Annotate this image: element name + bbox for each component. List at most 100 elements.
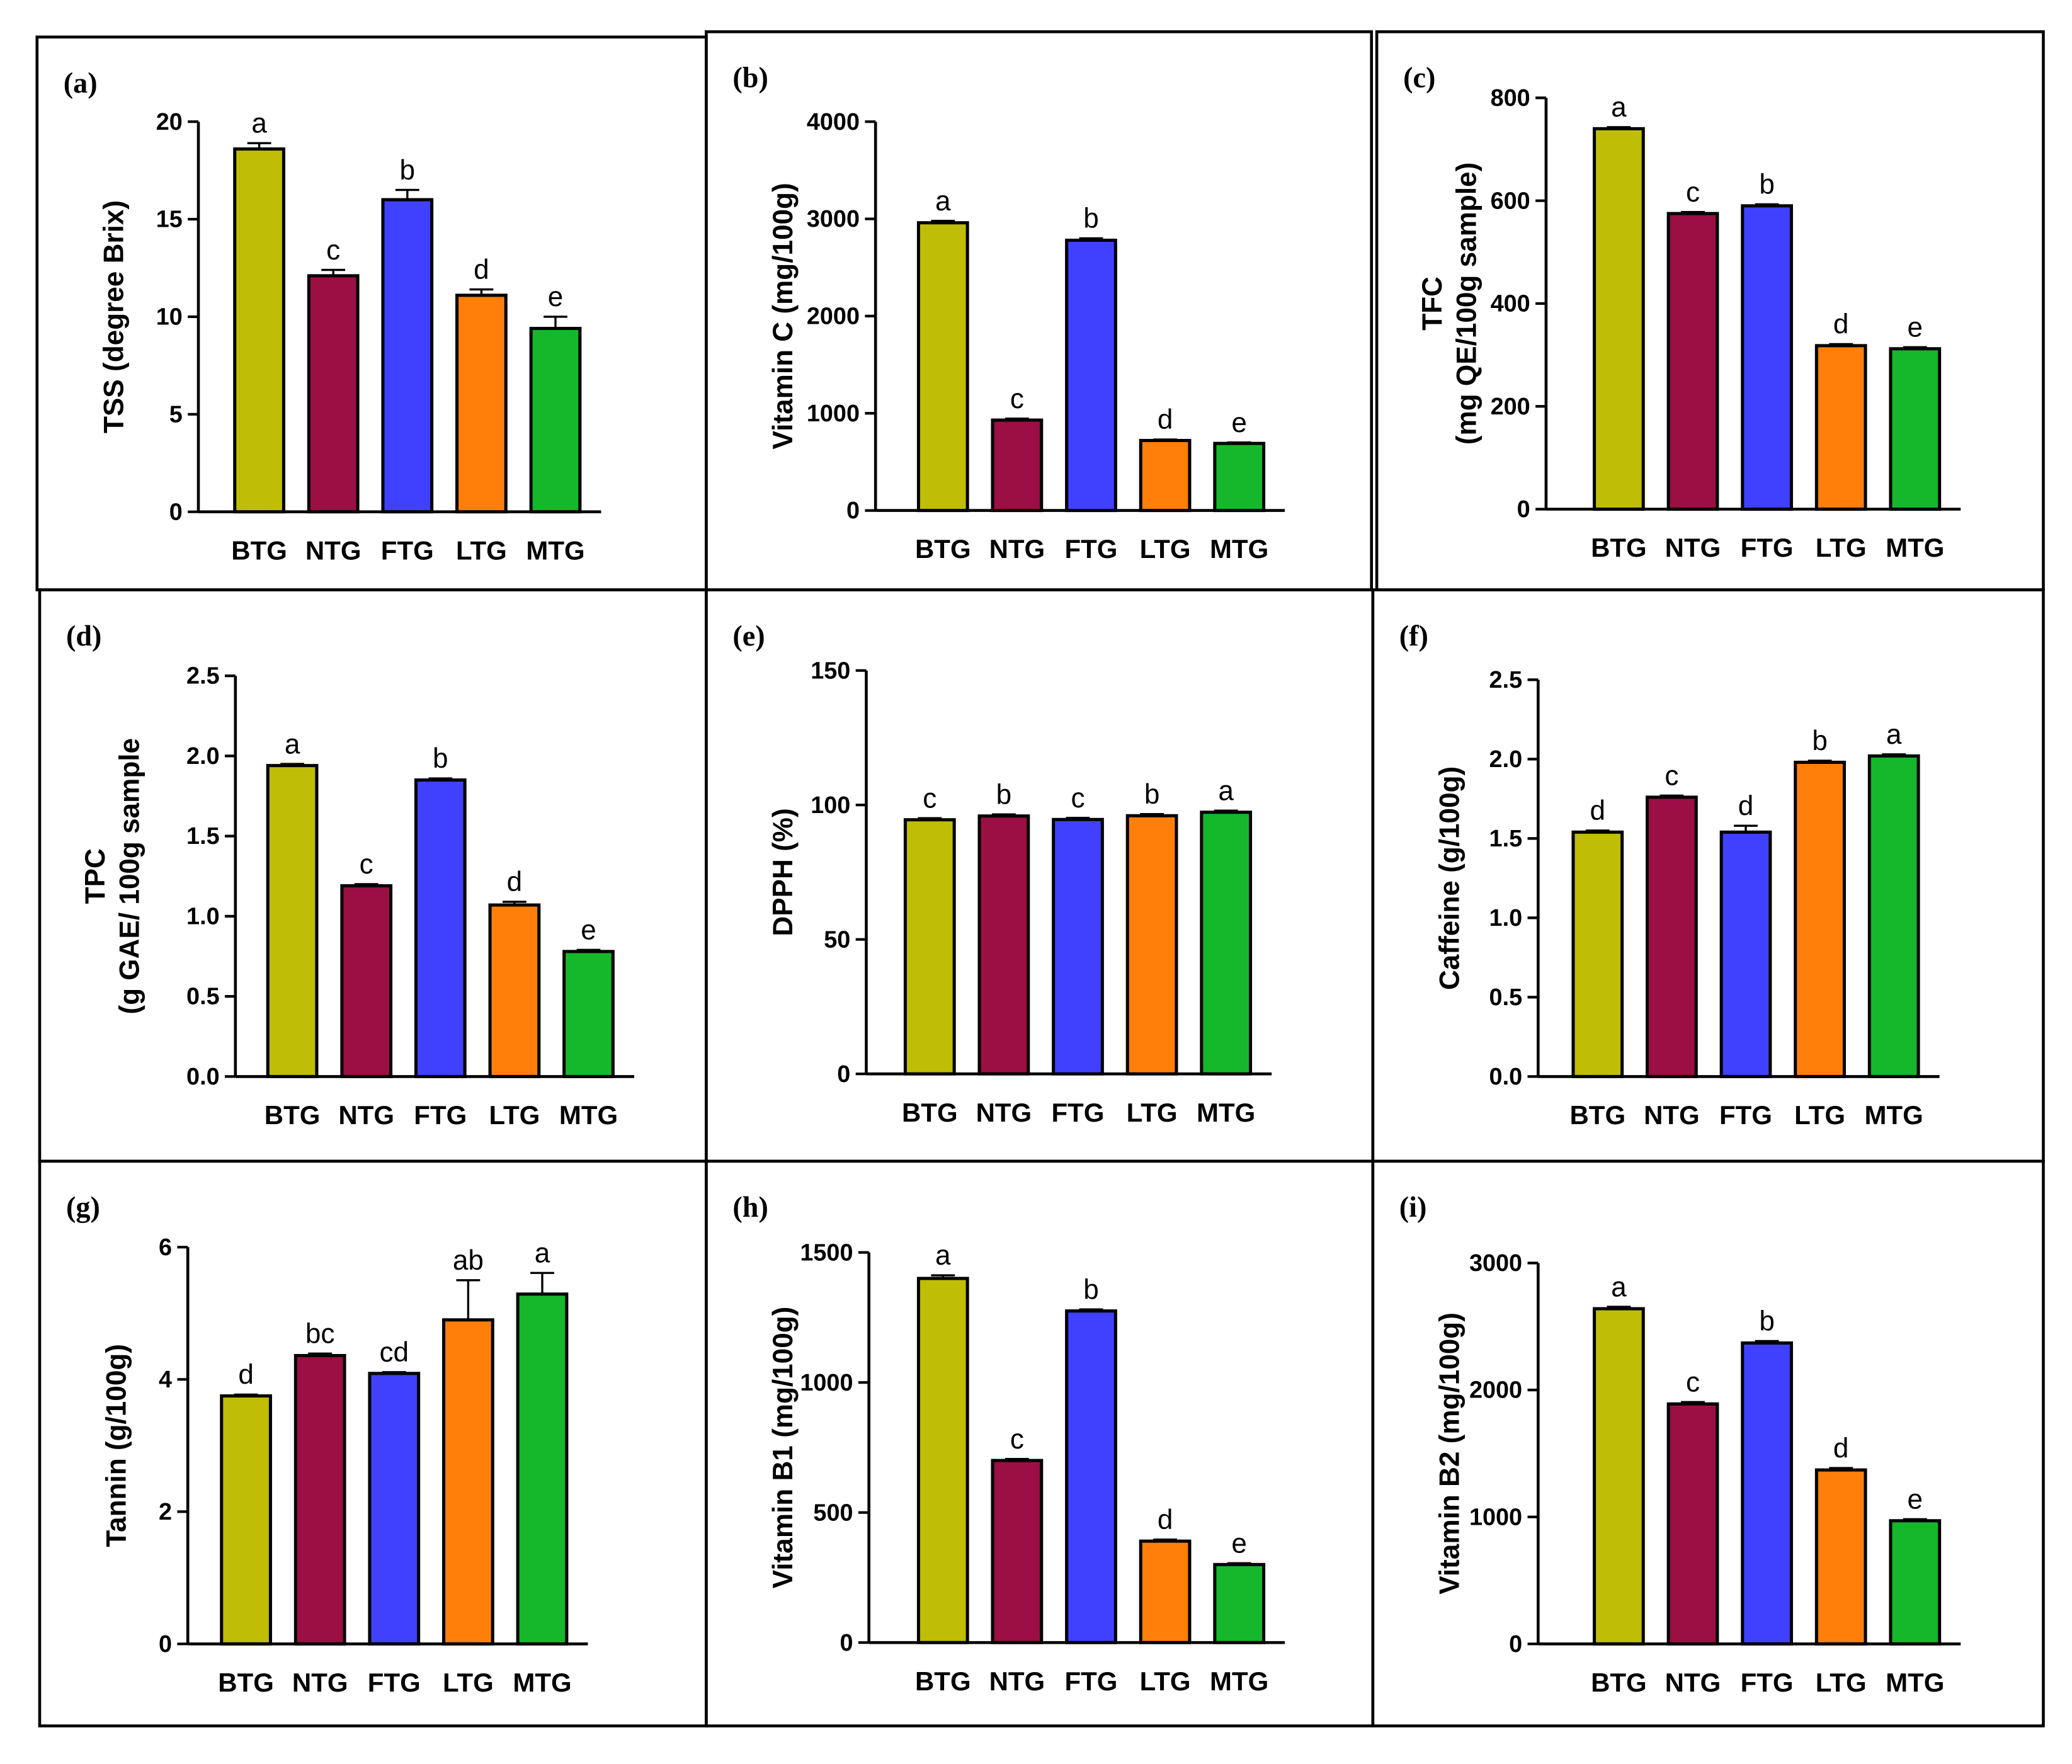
y-axis-label: Vitamin C (mg/100g) (768, 183, 799, 449)
y-tick-label: 0 (837, 1061, 850, 1088)
x-tick-label: BTG (218, 1668, 274, 1697)
significance-letter: b (433, 743, 448, 774)
panel-frame (35, 35, 708, 591)
y-tick-label: 1.5 (186, 823, 220, 850)
bar-ntg (340, 884, 393, 1078)
bar-btg (1593, 127, 1645, 511)
y-tick-label: 5 (169, 401, 183, 428)
x-tick-label: MTG (1886, 533, 1944, 562)
bar-mtg (1213, 441, 1266, 513)
y-axis-label: (g GAE/ 100g sample (114, 738, 145, 1015)
x-tick-label: LTG (489, 1100, 540, 1130)
y-tick-label: 2 (159, 1499, 172, 1525)
bar-ntg (1666, 212, 1719, 511)
bar-mtg (1889, 1519, 1942, 1646)
x-tick-label: FTG (1741, 1668, 1794, 1697)
bar-ltg (1814, 344, 1867, 511)
y-axis-label: Tannin (g/100g) (101, 1344, 132, 1547)
panel-g: (g) 0 2 4 6 Tannin (g/100g) d BTG bc NTG cd FTG ab LT… (38, 1159, 708, 1727)
significance-letter: c (1010, 1424, 1024, 1455)
x-tick-label: LTG (1816, 1668, 1867, 1697)
bar-ntg (991, 418, 1044, 513)
y-tick-label: 0.0 (1489, 1064, 1523, 1090)
bar-ltg (1814, 1468, 1867, 1646)
panel-d: (d) 0.0 0.5 1.0 1.5 2.0 2.5 TPC (g GAE/ 100g sam… (38, 588, 708, 1163)
x-tick-label: FTG (1719, 1100, 1772, 1130)
significance-letter: a (1886, 719, 1902, 750)
x-tick-label: MTG (1197, 1098, 1255, 1127)
y-axis-label: Caffeine (g/100g) (1434, 766, 1465, 990)
y-tick-label: 800 (1491, 85, 1530, 111)
significance-letter: d (1833, 1433, 1849, 1464)
y-tick-label: 0 (1517, 496, 1530, 523)
panel-label: (h) (732, 1191, 768, 1223)
panel-label: (f) (1399, 620, 1428, 652)
bar-ntg (1666, 1402, 1719, 1646)
y-axis-label: TSS (degree Brix) (98, 200, 129, 433)
bar-mtg (516, 1292, 569, 1646)
y-tick-label: 0 (846, 498, 860, 524)
significance-letter: a (285, 729, 300, 760)
x-tick-label: BTG (265, 1100, 321, 1130)
bar-mtg (529, 327, 582, 514)
bar-ftg (381, 198, 434, 514)
y-tick-label: 0.0 (186, 1064, 220, 1090)
significance-letter: ab (453, 1245, 484, 1276)
significance-letter: a (935, 1240, 951, 1271)
panel-label: (e) (732, 620, 765, 652)
bar-mtg (1213, 1562, 1266, 1644)
x-tick-label: LTG (1816, 533, 1867, 562)
significance-letter: b (1812, 726, 1828, 756)
x-tick-label: MTG (1886, 1668, 1944, 1697)
bar-ftg (414, 778, 467, 1078)
significance-letter: a (251, 108, 267, 139)
bar-ntg (293, 1353, 346, 1646)
x-tick-label: BTG (902, 1098, 958, 1127)
significance-letter: a (535, 1238, 550, 1268)
bar-ftg (1052, 817, 1104, 1076)
x-tick-label: LTG (1140, 1666, 1191, 1696)
significance-letter: d (507, 867, 523, 897)
y-tick-label: 3000 (807, 206, 860, 232)
panel-h: (h) 0 500 1000 1500 Vitamin B1 (mg/100g) a BTG c… (705, 1159, 1375, 1727)
panel-e: (e) 0 50 100 150 DPPH (%) c BTG b NTG c FTG b LTG a MTG (705, 588, 1375, 1163)
x-tick-label: LTG (1140, 534, 1191, 564)
y-tick-label: 1000 (1469, 1504, 1522, 1530)
y-axis-label: (mg QE/100g sample) (1452, 162, 1483, 445)
x-tick-label: LTG (456, 535, 507, 565)
y-tick-label: 2.5 (1489, 667, 1523, 693)
significance-letter: bc (305, 1319, 335, 1350)
x-tick-label: NTG (989, 534, 1045, 564)
x-tick-label: NTG (1665, 533, 1721, 562)
bar-btg (903, 818, 956, 1076)
bar-ftg (1741, 204, 1793, 511)
bar-mtg (1889, 347, 1942, 511)
significance-letter: a (935, 186, 951, 217)
significance-letter: b (1759, 169, 1775, 200)
bar-btg (1593, 1307, 1645, 1646)
significance-letter: b (1759, 1306, 1775, 1337)
significance-letter: c (1071, 783, 1084, 814)
significance-letter: d (1590, 795, 1606, 826)
x-tick-label: MTG (1210, 534, 1268, 564)
bar-ltg (455, 293, 508, 514)
y-tick-label: 10 (156, 304, 183, 331)
bar-mtg (562, 950, 615, 1078)
x-tick-label: BTG (1569, 1100, 1625, 1130)
x-tick-label: NTG (1665, 1668, 1721, 1697)
y-tick-label: 0 (169, 499, 183, 525)
y-axis-label: DPPH (%) (768, 808, 799, 936)
bar-ltg (1139, 1539, 1192, 1644)
panel-label: (b) (732, 62, 768, 94)
significance-letter: d (1158, 404, 1173, 435)
bar-btg (916, 1277, 969, 1644)
bar-ntg (991, 1459, 1044, 1644)
y-tick-label: 0.5 (1489, 984, 1523, 1011)
x-tick-label: NTG (1644, 1100, 1700, 1130)
y-tick-label: 15 (156, 207, 183, 233)
significance-letter: e (1908, 1484, 1923, 1515)
y-tick-label: 4 (159, 1367, 172, 1393)
bar-btg (220, 1394, 272, 1646)
x-tick-label: BTG (1591, 533, 1647, 562)
bar-btg (233, 147, 285, 514)
